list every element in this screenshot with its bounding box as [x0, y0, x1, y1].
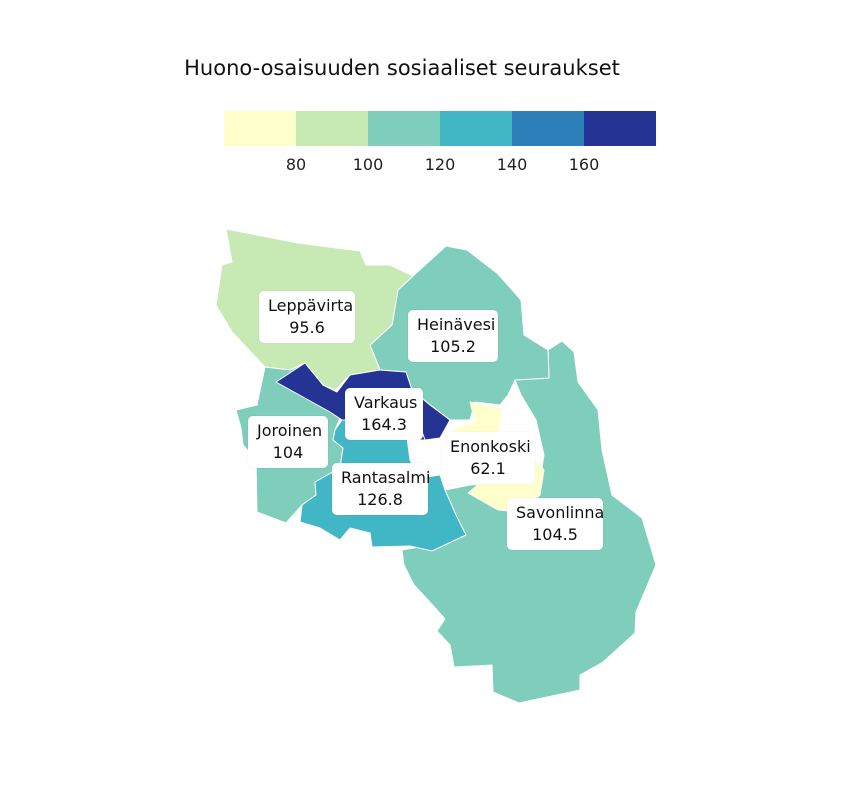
region-value: 95.6 [289, 318, 325, 337]
region-name: Varkaus [354, 393, 418, 412]
region-value: 105.2 [430, 337, 476, 356]
region-value: 104.5 [532, 525, 578, 544]
region-name: Heinävesi [417, 315, 496, 334]
legend-tick-140: 140 [496, 155, 528, 174]
label-joroinen: Joroinen 104 [248, 416, 328, 468]
region-name: Savonlinna [516, 503, 605, 522]
label-rantasalmi: Rantasalmi 126.8 [332, 463, 431, 515]
region-value: 104 [272, 443, 304, 462]
legend-tick-160: 160 [568, 155, 600, 174]
label-leppavirta: Leppävirta 95.6 [259, 291, 355, 343]
region-value: 164.3 [361, 415, 407, 434]
legend-bin-2 [296, 111, 368, 146]
legend-bin-5 [512, 111, 584, 146]
legend-tick-120: 120 [424, 155, 456, 174]
region-name: Joroinen [257, 421, 323, 440]
legend-tick-80: 80 [285, 155, 307, 174]
label-savonlinna: Savonlinna 104.5 [507, 498, 605, 550]
label-heinavesi: Heinävesi 105.2 [408, 310, 498, 362]
region-name: Enonkoski [450, 437, 531, 456]
label-varkaus: Varkaus 164.3 [345, 388, 423, 440]
region-value: 126.8 [357, 490, 403, 509]
legend-bin-1 [224, 111, 296, 146]
legend-bin-3 [368, 111, 440, 146]
legend-bin-6 [584, 111, 656, 146]
label-enonkoski: Enonkoski 62.1 [441, 432, 535, 484]
legend-bin-4 [440, 111, 512, 146]
legend-tick-100: 100 [352, 155, 384, 174]
region-name: Rantasalmi [341, 468, 431, 487]
region-value: 62.1 [470, 459, 506, 478]
region-name: Leppävirta [268, 296, 354, 315]
map-title: Huono-osaisuuden sosiaaliset seuraukset [184, 56, 620, 80]
